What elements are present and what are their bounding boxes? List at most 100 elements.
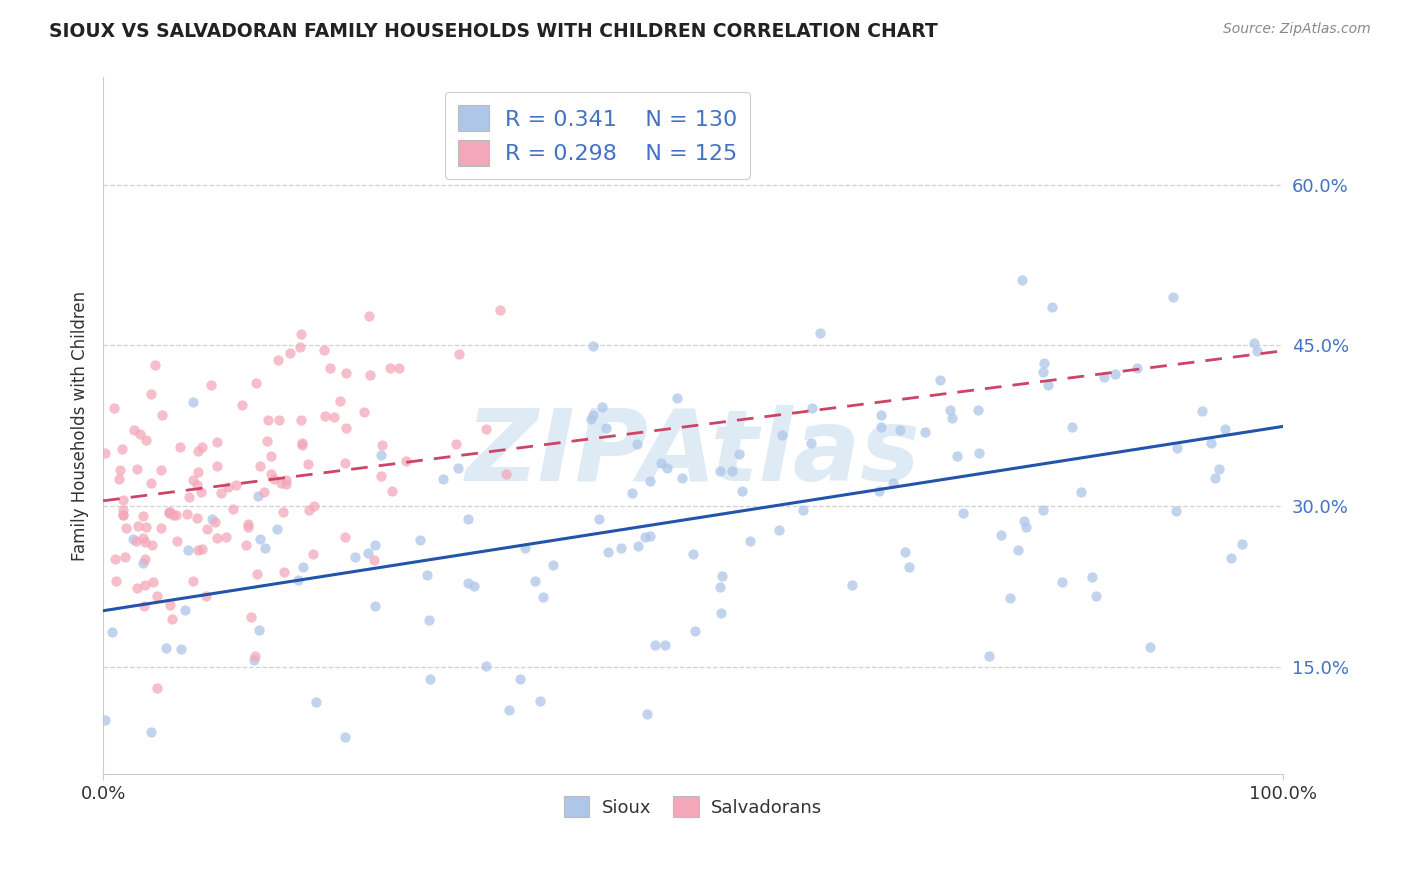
Point xyxy=(157,505,180,519)
Point xyxy=(292,560,315,574)
Point xyxy=(187,444,209,458)
Point xyxy=(1011,273,1033,287)
Point xyxy=(416,567,439,582)
Text: SIOUX VS SALVADORAN FAMILY HOUSEHOLDS WITH CHILDREN CORRELATION CHART: SIOUX VS SALVADORAN FAMILY HOUSEHOLDS WI… xyxy=(49,22,938,41)
Point xyxy=(356,546,378,560)
Point xyxy=(665,391,688,405)
Point xyxy=(149,521,172,535)
Point xyxy=(1032,503,1054,517)
Point xyxy=(1161,290,1184,304)
Point xyxy=(235,538,257,552)
Point xyxy=(768,523,790,537)
Point xyxy=(1007,542,1029,557)
Point xyxy=(419,673,441,687)
Point xyxy=(541,558,564,573)
Point xyxy=(240,610,263,624)
Point xyxy=(792,503,814,517)
Point xyxy=(195,521,218,535)
Point xyxy=(263,472,285,486)
Point xyxy=(162,508,184,522)
Point xyxy=(249,533,271,547)
Point xyxy=(143,359,166,373)
Point xyxy=(582,339,605,353)
Point xyxy=(190,484,212,499)
Point xyxy=(111,502,134,516)
Point xyxy=(523,574,546,588)
Point xyxy=(142,574,165,589)
Point xyxy=(1204,471,1226,485)
Point xyxy=(710,569,733,583)
Point xyxy=(626,539,648,553)
Point xyxy=(671,471,693,485)
Point xyxy=(291,438,314,452)
Point xyxy=(274,473,297,487)
Point xyxy=(644,638,666,652)
Point xyxy=(225,478,247,492)
Point xyxy=(1213,421,1236,435)
Point xyxy=(1015,519,1038,533)
Point xyxy=(215,530,238,544)
Point xyxy=(231,398,253,412)
Point xyxy=(381,484,404,499)
Point xyxy=(1246,344,1268,359)
Point xyxy=(121,532,143,546)
Point xyxy=(513,541,536,555)
Point xyxy=(291,436,314,450)
Point xyxy=(100,625,122,640)
Point xyxy=(125,534,148,549)
Point xyxy=(108,463,131,477)
Point xyxy=(186,511,208,525)
Point xyxy=(727,447,749,461)
Point xyxy=(257,412,280,426)
Point xyxy=(1032,356,1054,370)
Point xyxy=(187,465,209,479)
Point xyxy=(139,387,162,401)
Point xyxy=(941,411,963,425)
Point xyxy=(173,603,195,617)
Point xyxy=(938,402,960,417)
Point xyxy=(200,378,222,392)
Point xyxy=(253,541,276,555)
Point xyxy=(271,506,294,520)
Point xyxy=(333,730,356,744)
Point xyxy=(183,473,205,487)
Point xyxy=(898,560,921,574)
Point xyxy=(1166,442,1188,456)
Point xyxy=(162,612,184,626)
Point xyxy=(882,475,904,490)
Point xyxy=(370,469,392,483)
Point xyxy=(134,551,156,566)
Point xyxy=(127,518,149,533)
Point xyxy=(357,309,380,323)
Point xyxy=(287,573,309,587)
Point xyxy=(270,476,292,491)
Point xyxy=(150,408,173,422)
Point xyxy=(395,453,418,467)
Point xyxy=(946,449,969,463)
Point xyxy=(135,519,157,533)
Point xyxy=(207,459,229,474)
Point xyxy=(329,394,352,409)
Point xyxy=(333,456,356,470)
Point xyxy=(447,347,470,361)
Point xyxy=(186,543,208,558)
Point xyxy=(1070,485,1092,500)
Point xyxy=(475,659,498,673)
Point xyxy=(201,512,224,526)
Point xyxy=(132,556,155,570)
Point xyxy=(124,423,146,437)
Point xyxy=(335,366,357,380)
Point xyxy=(245,648,267,663)
Point xyxy=(204,516,226,530)
Point xyxy=(364,538,387,552)
Point xyxy=(186,477,208,491)
Point xyxy=(1032,365,1054,379)
Point xyxy=(868,484,890,499)
Point xyxy=(682,547,704,561)
Point xyxy=(290,340,312,354)
Point xyxy=(1036,377,1059,392)
Point xyxy=(952,506,974,520)
Point xyxy=(157,506,180,520)
Point xyxy=(1208,462,1230,476)
Point xyxy=(195,589,218,603)
